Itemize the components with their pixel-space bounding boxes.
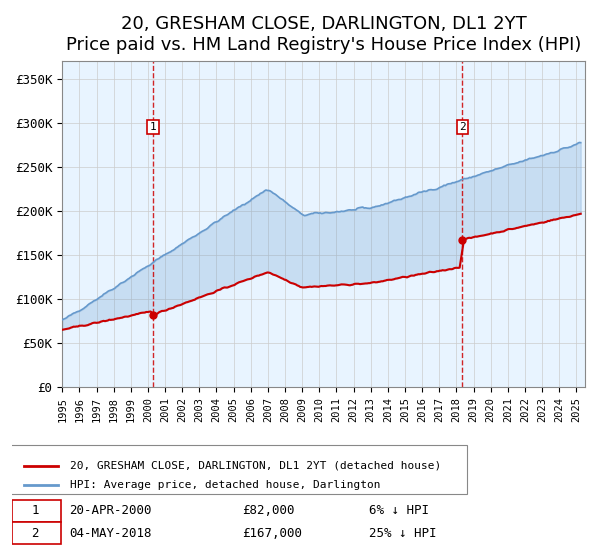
FancyBboxPatch shape [12, 500, 61, 522]
FancyBboxPatch shape [12, 522, 61, 544]
Text: 2: 2 [31, 526, 39, 540]
Text: £167,000: £167,000 [242, 526, 302, 540]
Text: 20-APR-2000: 20-APR-2000 [70, 504, 152, 517]
Text: 1: 1 [31, 504, 39, 517]
Text: 04-MAY-2018: 04-MAY-2018 [70, 526, 152, 540]
Text: 20, GRESHAM CLOSE, DARLINGTON, DL1 2YT (detached house): 20, GRESHAM CLOSE, DARLINGTON, DL1 2YT (… [70, 461, 441, 471]
FancyBboxPatch shape [6, 445, 467, 494]
Text: HPI: Average price, detached house, Darlington: HPI: Average price, detached house, Darl… [70, 480, 380, 490]
Text: 6% ↓ HPI: 6% ↓ HPI [369, 504, 429, 517]
Text: 1: 1 [149, 122, 157, 132]
Text: 2: 2 [459, 122, 466, 132]
Text: £82,000: £82,000 [242, 504, 295, 517]
Title: 20, GRESHAM CLOSE, DARLINGTON, DL1 2YT
Price paid vs. HM Land Registry's House P: 20, GRESHAM CLOSE, DARLINGTON, DL1 2YT P… [66, 15, 581, 54]
Text: 25% ↓ HPI: 25% ↓ HPI [369, 526, 437, 540]
